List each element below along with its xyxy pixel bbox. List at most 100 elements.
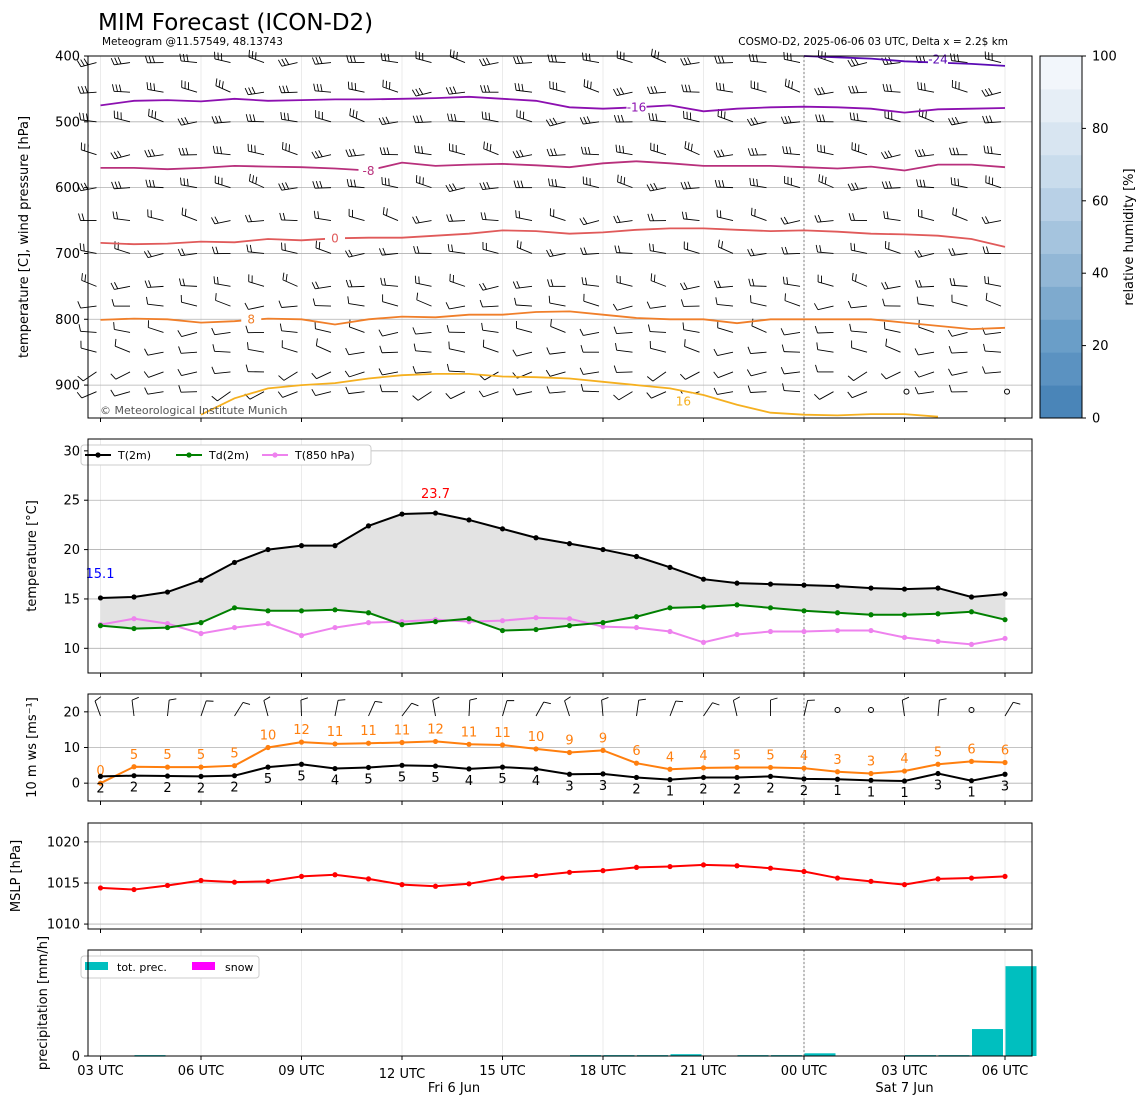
isotherm-label-bg [928,51,948,66]
wind-barb-flag [788,80,790,88]
wind-barb-flag [181,207,184,215]
wind-barb-flag [918,149,923,157]
wind-barb-flag [345,149,350,157]
dewpoint-spread-fill [100,513,1005,631]
wind-barb [281,91,298,94]
wind-barb-flag [415,215,420,223]
wind-barb [717,391,734,395]
wind-barb-flag [720,110,723,118]
wind-barb-flag [579,218,584,225]
wind-barb [315,328,332,333]
t2m-point [600,546,606,553]
temperature-ytick-label: 15 [63,592,80,607]
wind-barb-flag [791,81,794,89]
mean-wind-value-label: 3 [1001,779,1009,794]
wind-barb [651,55,667,63]
wind-barb-flag [149,82,152,91]
precipitation-bar [670,1054,702,1056]
mean-wind-value-label: 4 [331,774,339,789]
gust-value-label: 5 [934,745,942,760]
wind-barb [114,62,131,66]
mslp-point [499,875,506,881]
wind-barb [582,390,600,393]
surface-wind-barb [131,700,135,717]
wind-barb-flag [154,111,157,119]
wind-barb [650,250,667,254]
wind-barb-flag [219,146,222,154]
mslp-point [399,882,405,888]
wind-barb-flag [177,248,182,256]
surface-wind-barb-flag [411,702,419,707]
wind-barb [215,85,231,93]
wind-barb-flag [215,78,218,86]
wind-barb-flag [849,112,852,120]
wind-barb [314,305,332,307]
wind-barb [784,182,801,189]
colorbar-tick-label: 80 [1092,122,1109,137]
wind-barb-flag [714,56,718,64]
wind-barb [683,187,700,190]
wind-barb [952,86,968,93]
t850-point [566,616,573,622]
wind-barb [851,149,868,156]
wind-barb-flag [646,376,654,382]
wind-barb-flag [211,395,218,402]
precip-ylabel: precipitation [mm/h] [36,936,51,1070]
wind-barb [348,303,365,307]
wind-barb-flag [653,182,658,190]
wind-barb-flag [516,56,520,64]
mslp-point [801,868,807,875]
wind-barb-flag [653,274,656,282]
wind-barb-flag [80,59,85,67]
surface-wind-barb [401,702,412,717]
wind-barb-flag [212,145,216,154]
wind-barb-flag [919,179,922,187]
wind-barb-flag [445,87,450,95]
wind-barb [449,150,466,156]
wind-barb-flag [684,181,688,189]
mean-wind-value-label: 2 [96,781,104,796]
wind-barb [180,391,198,393]
t2m-point [332,543,338,549]
wind-barb [716,186,734,189]
wind-barb [483,391,499,398]
wind-barb [147,186,164,189]
wind-barb-flag [585,277,588,285]
wind-barb-flag [251,51,254,59]
wind-barb [850,91,868,94]
t2m-point [499,526,506,532]
td2m-point [164,624,171,631]
wind-barb-flag [519,149,524,157]
wind-barb [181,253,198,257]
wind-barb-flag [417,145,420,154]
wind-barb-flag [722,83,725,91]
wind-barb [616,151,633,156]
mslp-point [97,885,104,891]
isotherm-line [100,95,1006,114]
wind-barb-flag [957,178,960,186]
wind-barb-flag [924,83,926,91]
gust-point [432,738,439,745]
wind-barb-flag [446,363,450,372]
mean-wind-value-label: 4 [532,774,540,789]
wind-barb-flag [786,277,789,285]
mslp-point [901,882,908,888]
surface-wind-barb [300,699,302,717]
colorbar-frame [1039,55,1083,419]
wind-barb-flag [450,113,453,122]
wind-barb-flag [211,246,215,254]
wind-barb-flag [824,176,827,185]
t850-point [164,621,171,627]
wind-barb-flag [956,54,960,62]
isotherm-label-bg [673,393,694,408]
wind-barb-flag [854,182,859,190]
mean-wind-point [298,761,305,767]
wind-barb [650,119,667,123]
wind-barb [80,305,97,309]
wind-barb-flag [320,84,323,92]
wind-barb [649,331,667,333]
wind-barb-flag [311,372,317,379]
wind-barb-flag [750,118,755,125]
gust-value-label: 11 [494,726,511,741]
wind-barb-flag [789,146,792,155]
